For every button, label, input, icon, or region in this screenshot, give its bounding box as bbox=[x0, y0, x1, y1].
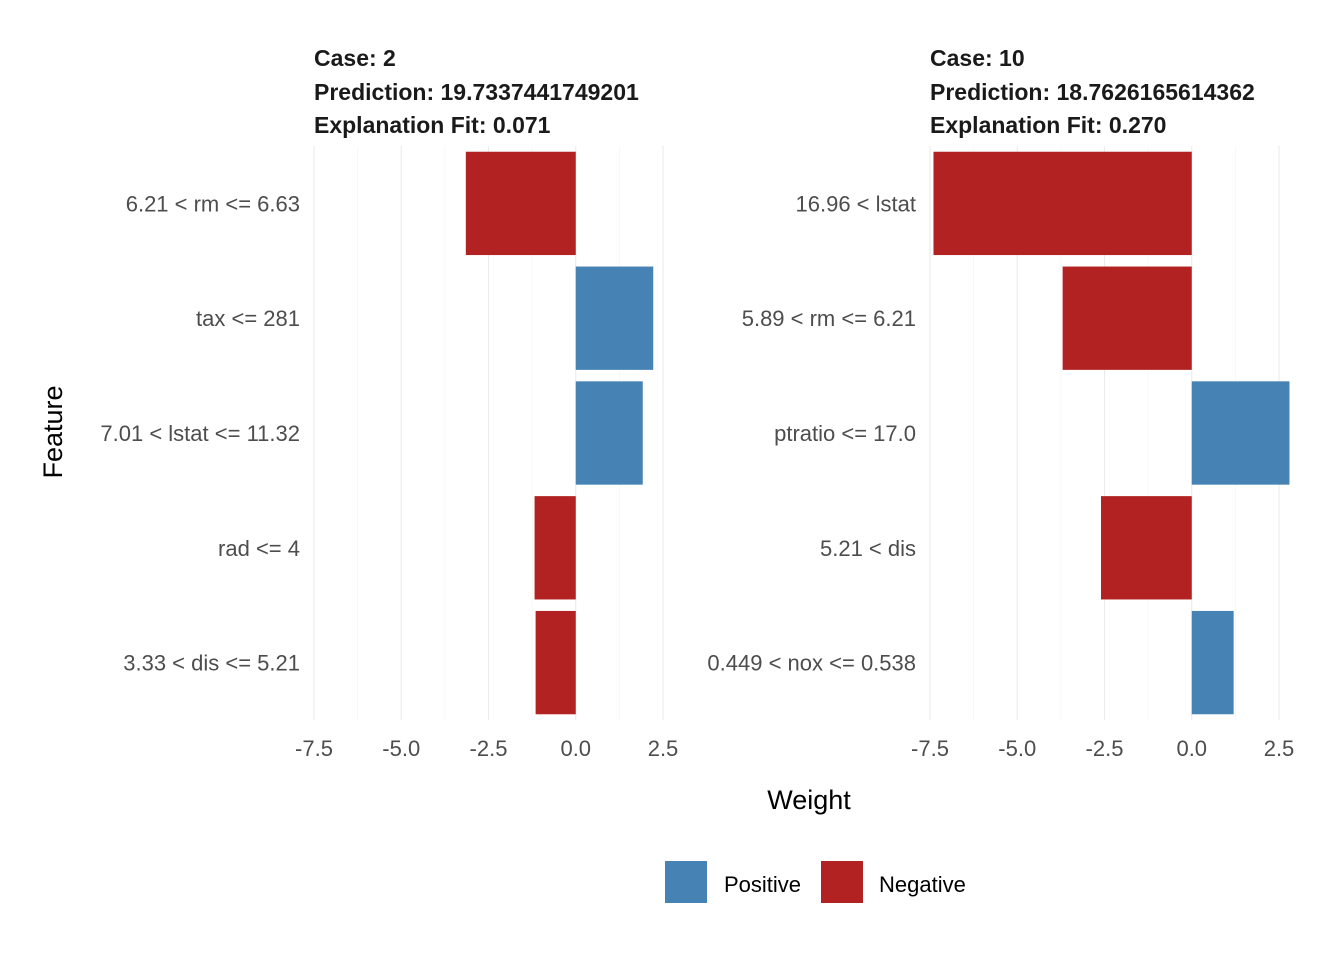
panel-title-line: Explanation Fit: 0.071 bbox=[314, 112, 551, 138]
x-tick-label: -7.5 bbox=[911, 736, 949, 761]
x-tick-label: 0.0 bbox=[1176, 736, 1207, 761]
feature-label: 16.96 < lstat bbox=[796, 191, 916, 216]
panel-title-line: Case: 2 bbox=[314, 45, 396, 71]
feature-label: 5.21 < dis bbox=[820, 536, 916, 561]
legend-negative-label: Negative bbox=[879, 872, 966, 897]
x-tick-label: 2.5 bbox=[1264, 736, 1295, 761]
panel-title-line: Prediction: 19.7337441749201 bbox=[314, 79, 639, 105]
bar-2-1 bbox=[933, 151, 1192, 256]
x-tick-label: -2.5 bbox=[470, 736, 508, 761]
y-axis-title: Feature bbox=[38, 385, 68, 478]
bar-1-2 bbox=[575, 266, 654, 370]
feature-label: rad <= 4 bbox=[218, 536, 300, 561]
feature-label: 7.01 < lstat <= 11.32 bbox=[100, 421, 300, 446]
bar-2-5 bbox=[1191, 610, 1234, 715]
bar-1-3 bbox=[575, 381, 643, 485]
legend-positive-label: Positive bbox=[724, 872, 801, 897]
x-tick-label: -7.5 bbox=[295, 736, 333, 761]
feature-label: 5.89 < rm <= 6.21 bbox=[742, 306, 916, 331]
panel-title-line: Case: 10 bbox=[930, 45, 1025, 71]
legend-negative-key bbox=[821, 861, 863, 903]
legend: Positive Negative bbox=[665, 861, 966, 903]
bar-2-4 bbox=[1101, 496, 1192, 600]
x-axis-title: Weight bbox=[767, 785, 851, 815]
x-tick-label: 0.0 bbox=[560, 736, 591, 761]
panel-title-line: Prediction: 18.7626165614362 bbox=[930, 79, 1255, 105]
x-tick-label: 2.5 bbox=[648, 736, 679, 761]
bar-2-2 bbox=[1062, 266, 1192, 370]
x-tick-label: -2.5 bbox=[1086, 736, 1124, 761]
x-tick-label: -5.0 bbox=[998, 736, 1036, 761]
bar-1-4 bbox=[534, 496, 576, 600]
feature-label: 0.449 < nox <= 0.538 bbox=[707, 651, 916, 676]
legend-positive-key bbox=[665, 861, 707, 903]
bar-1-5 bbox=[535, 610, 576, 715]
feature-label: 6.21 < rm <= 6.63 bbox=[126, 191, 300, 216]
bar-2-3 bbox=[1191, 381, 1290, 485]
panel-2: 16.96 < lstat 5.89 < rm <= 6.21 ptratio <=… bbox=[707, 45, 1294, 761]
feature-label: 3.33 < dis <= 5.21 bbox=[123, 651, 300, 676]
bar-1-1 bbox=[465, 151, 576, 256]
panel-title-line: Explanation Fit: 0.270 bbox=[930, 112, 1166, 138]
panel-1: 6.21 < rm <= 6.63 tax <= 281 7.01 < lstat … bbox=[100, 45, 678, 761]
feature-label: ptratio <= 17.0 bbox=[774, 421, 916, 446]
x-tick-label: -5.0 bbox=[382, 736, 420, 761]
feature-label: tax <= 281 bbox=[196, 306, 300, 331]
